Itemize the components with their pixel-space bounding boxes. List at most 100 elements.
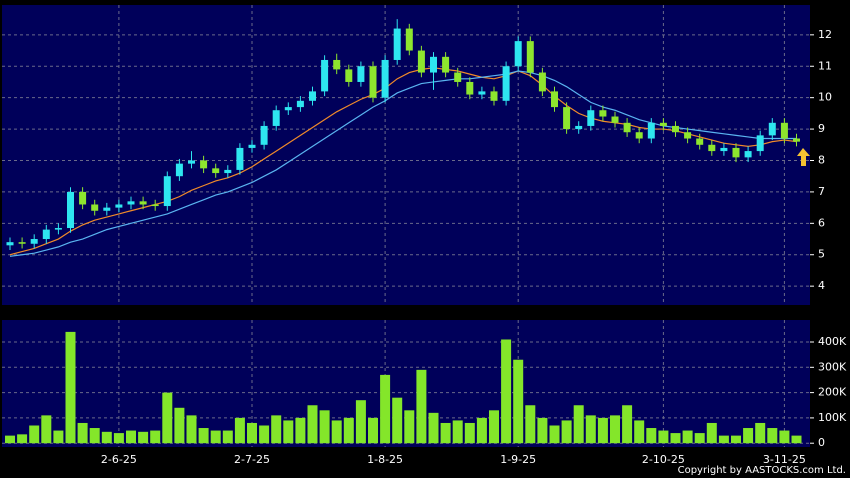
candle-body (672, 125, 679, 133)
volume-bar (138, 431, 149, 444)
candle-body (284, 107, 292, 111)
volume-bar (718, 435, 729, 444)
volume-bar (29, 425, 40, 444)
volume-bar (731, 435, 741, 444)
candle-body (6, 242, 14, 246)
x-tick-label: 2-6-25 (101, 453, 137, 466)
candle-body (684, 132, 692, 139)
candle-body (369, 66, 377, 98)
volume-bar (476, 417, 487, 444)
candle-body (478, 91, 486, 95)
candle-body (115, 204, 123, 208)
candle-body (768, 122, 776, 136)
volume-bar (597, 417, 608, 444)
credit: Copyright by AASTOCKS.com Ltd. (678, 465, 846, 476)
volume-bar (101, 431, 112, 444)
candle-body (175, 163, 183, 177)
volume-bar (259, 425, 270, 444)
candle-body (381, 59, 389, 98)
y-tick-label: 6 (818, 216, 825, 229)
candle-body (200, 160, 208, 169)
volume-bar (489, 410, 499, 444)
candle-body (744, 151, 752, 158)
volume-bar (755, 422, 766, 444)
candle-body (442, 56, 450, 73)
volume-bar (392, 397, 403, 444)
y-tick-label: 100K (818, 411, 847, 424)
candle-body (139, 201, 147, 205)
volume-bar (767, 428, 778, 444)
volume-bar (549, 425, 560, 444)
candle-body (780, 122, 788, 139)
x-tick-label: 1-8-25 (367, 453, 403, 466)
volume-bar (694, 433, 705, 444)
candle-body (393, 28, 401, 60)
candle-body (151, 204, 159, 207)
candle-body (417, 50, 425, 73)
candle-body (212, 168, 220, 174)
candle-body (708, 144, 716, 152)
volume-bar (198, 428, 209, 444)
candle-body (309, 91, 316, 101)
arrow-icon (797, 148, 810, 166)
x-tick-label: 1-9-25 (500, 453, 536, 466)
y-tick-label: 300K (818, 360, 847, 373)
y-tick-label: 11 (818, 59, 832, 72)
volume-bar (222, 430, 233, 444)
candle-body (538, 72, 546, 92)
candle-body (466, 81, 474, 95)
y-tick-label: 12 (818, 28, 832, 41)
candle-body (563, 107, 571, 130)
y-tick-label: 7 (818, 185, 825, 198)
moving-average (9, 67, 797, 256)
candle-body (635, 132, 643, 139)
volume-bar (440, 422, 451, 444)
volume-bar (307, 405, 318, 444)
volume-bar (343, 417, 354, 444)
candle-body (260, 125, 268, 145)
volume-bar (186, 415, 197, 444)
volume-bar (706, 422, 717, 444)
y-tick-label: 4 (818, 279, 825, 292)
volume-bar (355, 400, 366, 444)
candle-body (732, 147, 740, 158)
candle-body (91, 204, 99, 211)
volume-bar (283, 420, 294, 444)
candle-body (502, 66, 510, 101)
candle-body (345, 69, 353, 82)
candle-body (647, 122, 655, 139)
candle-body (696, 138, 704, 145)
candle-body (587, 110, 595, 126)
volume-bar (622, 405, 633, 444)
volume-bar (779, 430, 790, 444)
volume-bar (573, 405, 584, 444)
volume-bar (404, 410, 415, 444)
candle-body (611, 116, 619, 123)
candle-body (575, 125, 583, 130)
volume-bar (247, 422, 257, 444)
candle-body (224, 169, 232, 174)
candle-body (357, 66, 365, 82)
y-tick-label: 200K (818, 386, 847, 399)
volume-bar (670, 433, 681, 444)
volume-bar (271, 415, 282, 444)
volume-bar (561, 420, 572, 444)
volume-bar (319, 410, 330, 444)
candle-body (333, 59, 341, 70)
volume-bar (634, 420, 645, 444)
y-tick-label: 0 (818, 436, 825, 449)
candle-body (30, 239, 38, 244)
volume-bar (452, 420, 463, 444)
volume-bar (537, 417, 548, 444)
volume-bar (89, 428, 100, 444)
x-tick-label: 2-7-25 (234, 453, 270, 466)
candle-body (623, 122, 631, 133)
volume-bar (331, 420, 342, 444)
candle-body (430, 56, 437, 73)
volume-bar (525, 405, 536, 444)
candle-body (514, 41, 522, 67)
volume-bar (416, 369, 427, 444)
volume-bar (126, 430, 136, 444)
y-tick-label: 9 (818, 122, 825, 135)
